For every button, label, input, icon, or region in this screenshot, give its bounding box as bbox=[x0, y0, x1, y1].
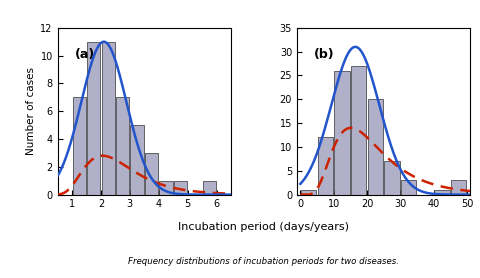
Bar bbox=[384, 161, 400, 195]
Bar bbox=[451, 180, 467, 195]
Bar bbox=[145, 153, 158, 195]
Bar bbox=[174, 181, 187, 195]
Bar bbox=[318, 137, 333, 195]
Bar bbox=[131, 125, 144, 195]
Text: (b): (b) bbox=[314, 48, 335, 61]
Text: Incubation period (days/years): Incubation period (days/years) bbox=[179, 222, 349, 232]
Bar bbox=[434, 190, 450, 195]
Bar bbox=[116, 97, 129, 195]
Bar bbox=[334, 71, 349, 195]
Text: Frequency distributions of incubation periods for two diseases.: Frequency distributions of incubation pe… bbox=[129, 257, 399, 266]
Bar bbox=[368, 99, 383, 195]
Bar bbox=[401, 180, 416, 195]
Bar bbox=[203, 181, 216, 195]
Bar bbox=[87, 42, 100, 195]
Bar bbox=[159, 181, 173, 195]
Bar bbox=[72, 97, 86, 195]
Bar bbox=[102, 42, 115, 195]
Y-axis label: Number of cases: Number of cases bbox=[26, 67, 36, 155]
Bar bbox=[351, 66, 366, 195]
Bar bbox=[301, 190, 316, 195]
Text: (a): (a) bbox=[75, 48, 95, 61]
